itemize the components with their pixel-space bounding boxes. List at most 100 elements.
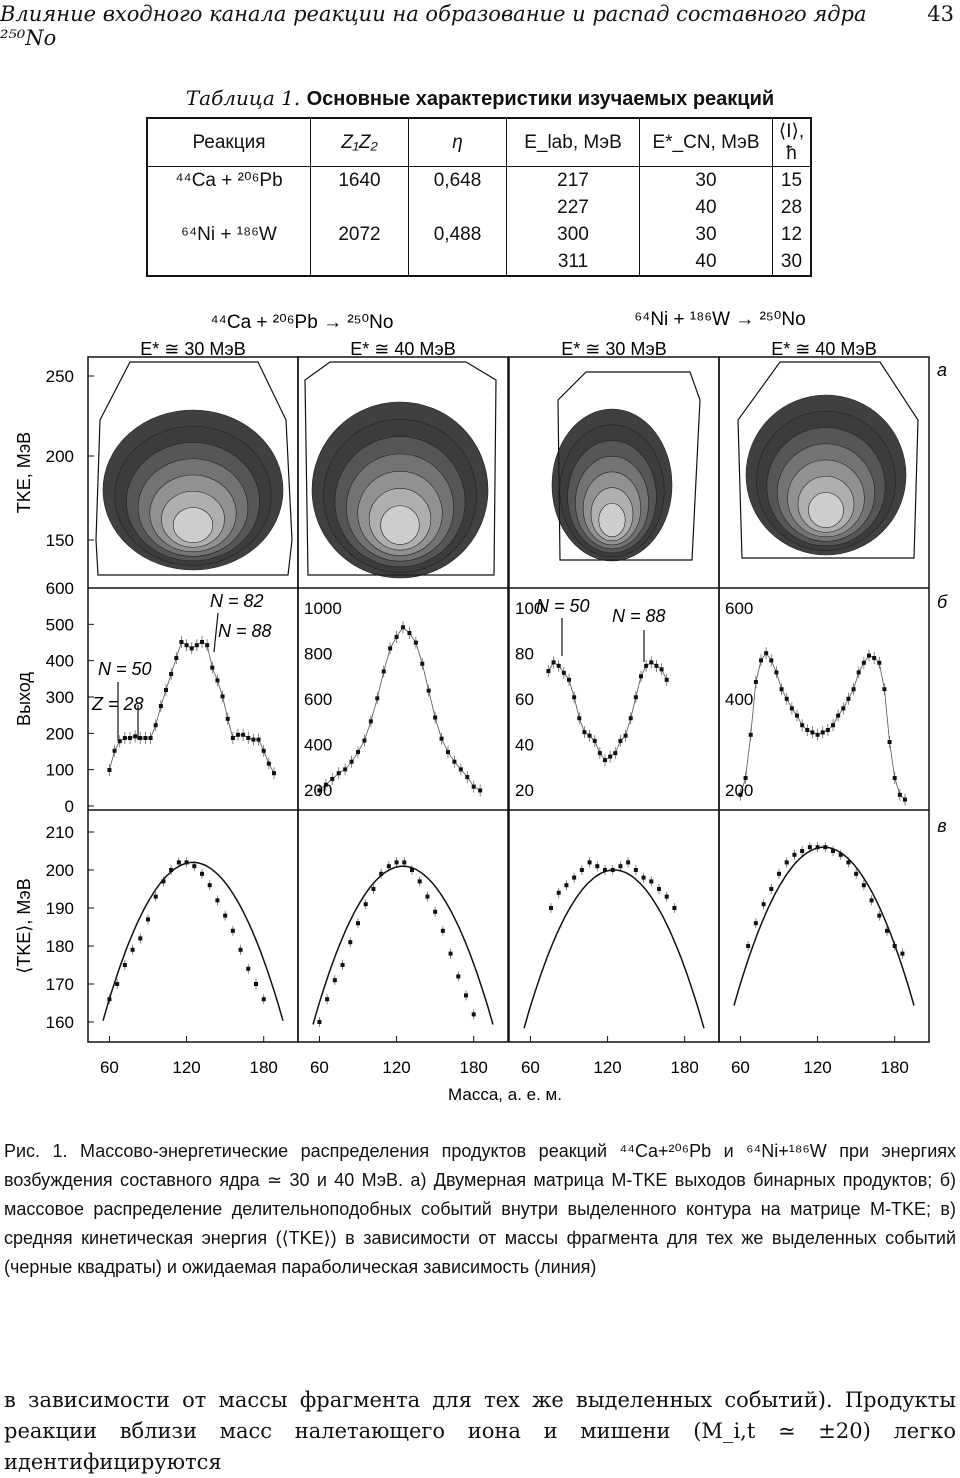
panel-tick-label: 400 [304,736,332,755]
panel-tick-label: 80 [515,645,534,664]
data-point [846,860,851,865]
panel-tick-label: 600 [725,599,753,618]
energy-label: E* ≅ 40 МэВ [350,339,456,359]
data-point [220,694,225,699]
parabola-line [733,846,915,1006]
data-point [143,736,148,740]
data-point [810,730,815,735]
x-tick-label: 120 [382,1058,410,1077]
data-point [192,864,197,869]
data-point [413,640,418,645]
data-point [256,737,261,742]
data-point [815,732,820,737]
data-point [164,688,168,692]
x-tick-label: 120 [803,1058,831,1077]
data-point [641,875,646,880]
panel-tick-label: 200 [725,781,753,800]
data-point [371,887,376,891]
x-tick-label: 120 [593,1058,621,1077]
data-point [402,860,407,865]
data-point [394,634,399,639]
data-point [381,669,386,674]
panel-tick-label: 400 [725,690,753,709]
data-point [230,928,235,933]
data-point [659,667,664,672]
col-header: Z₁Z₂ [310,118,409,167]
data-point [867,653,871,658]
data-point [161,879,166,884]
x-tick-label: 60 [100,1058,119,1077]
data-point [184,643,189,648]
figure-mass-energy: ⁴⁴Ca + ²⁰⁶Pb → ²⁵⁰No ⁶⁴Ni + ¹⁸⁶W → ²⁵⁰No E… [14,309,948,1104]
annotation-label: N = 88 [612,606,666,626]
panel-tick-label: 800 [304,645,332,664]
running-title: Влияние входного канала реакции на образ… [0,2,867,50]
data-point [138,736,143,740]
y-tick-label: 0 [65,797,74,816]
data-point [349,759,354,764]
data-point [579,868,584,872]
table-cell: 217 227 300 311 [506,166,640,276]
data-point [410,868,414,872]
data-point [236,732,240,737]
data-point [654,663,659,668]
data-point [789,706,794,711]
y-tick-label: 170 [46,975,74,994]
data-point [664,677,669,682]
data-point [215,678,220,683]
data-point [122,736,127,740]
data-point [194,643,199,648]
col-header: E_lab, МэВ [506,118,640,167]
y-tick-label: 200 [46,861,74,880]
data-point [623,733,628,738]
energy-label: E* ≅ 40 МэВ [771,339,877,359]
data-point [128,736,132,740]
data-point [448,951,453,956]
data-point [603,758,607,763]
data-point [582,730,587,735]
data-point [633,695,638,700]
annotation-label: N = 50 [536,596,590,616]
y-axis-label: TKE, МэВ [14,432,34,513]
data-point [394,860,399,865]
page-number: 43 [927,2,954,26]
data-point [223,913,228,918]
reaction-title: ⁶⁴Ni + ¹⁸⁶W → ²⁵⁰No [634,309,805,330]
data-point [401,625,405,630]
x-tick-label: 60 [731,1058,750,1077]
data-point [856,670,861,675]
data-point [792,852,797,857]
data-point [225,716,230,721]
data-point [577,716,582,721]
data-point [608,754,613,759]
data-point [597,751,602,756]
data-point [348,940,353,945]
data-point [246,736,251,740]
table-title: Основные характеристики изучаемых реакци… [306,88,775,110]
annotation-label: Z = 28 [91,694,144,714]
data-point [417,879,422,884]
parabola-line [312,865,494,1025]
data-point [784,696,789,701]
data-point [887,740,892,744]
data-point [885,928,889,933]
data-point [452,759,457,764]
data-point [626,860,631,865]
data-point [386,864,391,869]
data-point [343,767,348,772]
selection-contour [737,361,919,559]
y-tick-label: 200 [46,724,74,743]
y-tick-label: 200 [46,447,74,466]
x-tick-label: 60 [521,1058,540,1077]
data-point [851,687,856,692]
data-point [838,852,843,857]
y-tick-label: 400 [46,652,74,671]
data-point [332,978,337,983]
selection-contour [95,361,293,576]
data-point [738,792,743,797]
data-point [440,928,445,933]
data-point [200,640,204,644]
data-point [892,776,897,780]
data-point [146,917,150,922]
data-point [639,674,643,679]
